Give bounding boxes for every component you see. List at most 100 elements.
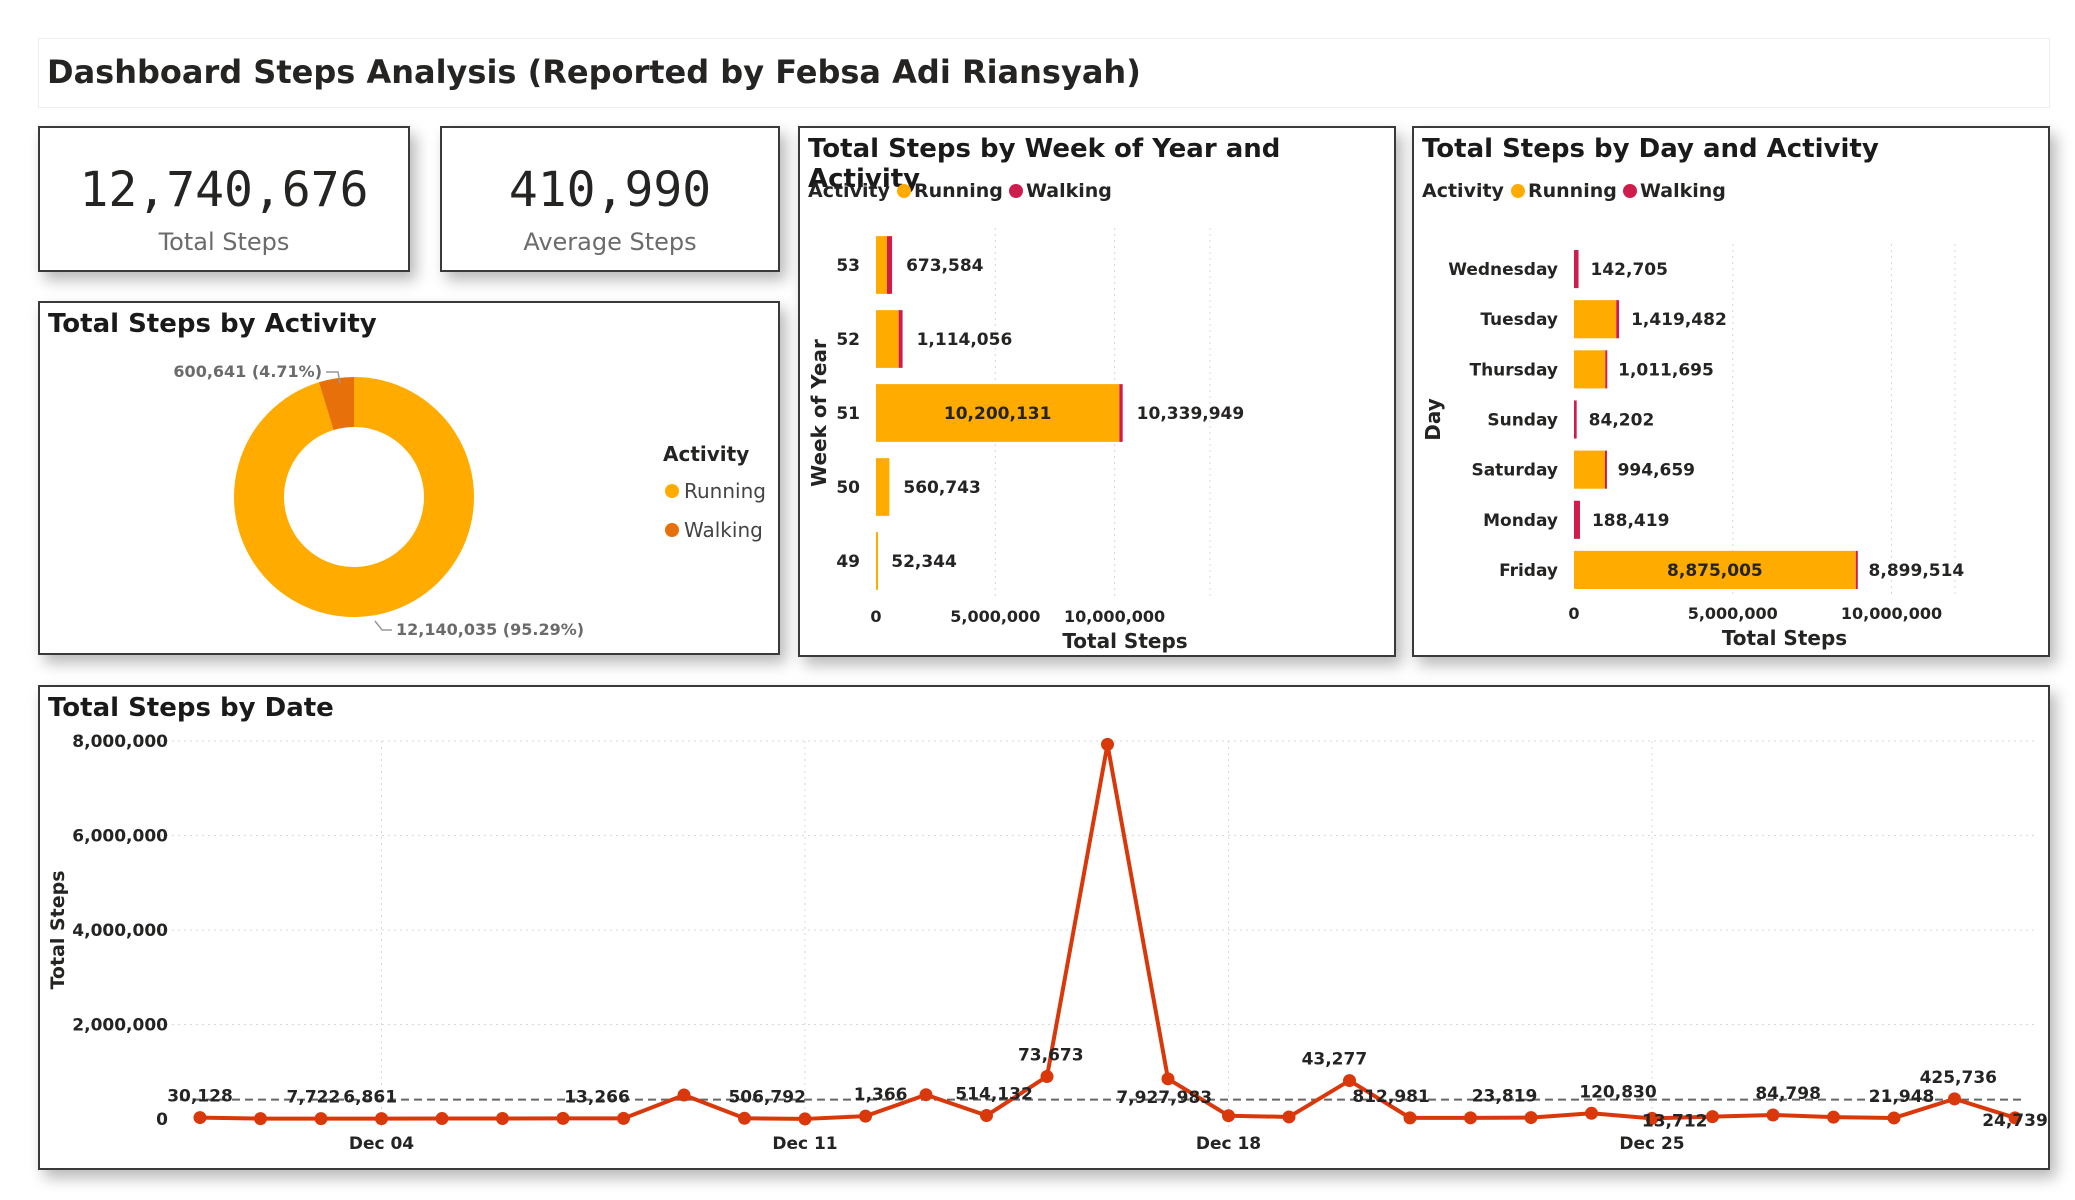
x-tick-label: Dec 11 [772, 1134, 837, 1154]
legend-label-running: Running [684, 479, 766, 503]
line-point [859, 1109, 872, 1123]
y-category-label: Monday [1483, 511, 1558, 531]
point-data-label: 514,132 [955, 1085, 1032, 1105]
kpi-label: Average Steps [523, 228, 697, 256]
bar-total-label: 1,114,056 [917, 330, 1013, 350]
line-point [254, 1112, 267, 1126]
line-point [1645, 1111, 1659, 1125]
y-category-label: Friday [1499, 561, 1558, 581]
x-axis-label: Total Steps [1062, 629, 1187, 653]
bar-total-label: 188,419 [1592, 511, 1669, 531]
kpi-card-total-steps[interactable]: 12,740,676 Total Steps [38, 126, 410, 272]
y-category-label: 53 [836, 256, 860, 276]
bar-running [1574, 350, 1606, 389]
bar-walking [1616, 300, 1620, 339]
legend-marker-running [897, 184, 911, 198]
y-category-label: Wednesday [1448, 260, 1558, 280]
legend-marker-walking [665, 523, 679, 537]
bar-total-label: 10,339,949 [1137, 404, 1245, 424]
bar-running [1574, 450, 1605, 489]
point-data-label: 24,739 [1982, 1111, 2048, 1131]
x-tick-label: Dec 18 [1196, 1134, 1261, 1154]
donut-chart-card[interactable]: Total Steps by Activity 600,641 (4.71%) 1… [38, 301, 780, 655]
bar-walking [898, 310, 903, 368]
line-point [1403, 1111, 1417, 1125]
y-axis-label: Day [1421, 398, 1445, 441]
bar-total-label: 1,419,482 [1631, 310, 1727, 330]
y-category-label: Tuesday [1480, 310, 1558, 330]
kpi-value: 12,740,676 [79, 162, 369, 218]
line-point [314, 1112, 328, 1126]
point-data-label: 7,722 [287, 1088, 341, 1108]
bar-walking [886, 236, 893, 294]
bar-running [876, 384, 1120, 442]
legend-label-running: Running [1528, 180, 1617, 202]
x-tick-label: 5,000,000 [1688, 604, 1778, 623]
chart-title: Total Steps by Activity [48, 309, 377, 339]
kpi-value: 410,990 [508, 162, 712, 218]
kpi-card-average-steps[interactable]: 410,990 Average Steps [440, 126, 780, 272]
line-point [798, 1112, 812, 1126]
day-chart-card[interactable]: Total Steps by Day and Activity Activity… [1412, 126, 2050, 657]
bar-running [876, 532, 878, 590]
donut-leader-running [374, 620, 392, 631]
donut-label-walking: 600,641 (4.71%) [173, 362, 322, 381]
line-point [1948, 1092, 1961, 1106]
x-tick-label: 10,000,000 [1064, 607, 1165, 626]
legend-title: Activity [808, 180, 891, 202]
x-tick-label: 5,000,000 [950, 607, 1040, 626]
donut-slice-walking [318, 377, 354, 431]
date-line-chart-card[interactable]: Total Steps by Date 0 2,000,000 4,000,000 6… [38, 685, 2050, 1170]
line-point [556, 1111, 570, 1125]
bar-total-label: 673,584 [906, 256, 984, 276]
day-bar-chart: Activity Running Walking 0 5,000,000 10,000,0… [1421, 180, 1965, 650]
point-data-label: 84,798 [1755, 1084, 1821, 1104]
point-data-label: 120,830 [1579, 1082, 1657, 1102]
bar-walking [1855, 550, 1858, 589]
line-point [1887, 1111, 1901, 1125]
bar-total-label: 560,743 [903, 478, 980, 498]
bar-walking [1605, 350, 1608, 389]
line-point [435, 1112, 449, 1126]
line-point [1464, 1111, 1477, 1125]
bar-total-label: 52,344 [891, 552, 957, 572]
point-data-label: 6,861 [343, 1088, 397, 1108]
y-category-label: 52 [836, 330, 860, 350]
x-tick-label: 0 [1568, 604, 1579, 623]
bar-total-label: 1,011,695 [1618, 360, 1714, 380]
y-tick-label: 4,000,000 [72, 921, 168, 941]
bar-walking [1574, 250, 1579, 289]
x-tick-label: Dec 04 [349, 1134, 414, 1154]
bar-running [876, 458, 890, 516]
point-data-label: 73,673 [1018, 1045, 1084, 1065]
legend-label-walking: Walking [1640, 180, 1726, 202]
y-category-label: 50 [836, 478, 860, 498]
kpi-label: Total Steps [158, 228, 290, 256]
line-point [1706, 1110, 1719, 1124]
y-axis-label: Week of Year [807, 339, 831, 487]
line-point [1222, 1109, 1235, 1123]
point-data-label: 506,792 [728, 1087, 805, 1107]
week-chart-card[interactable]: Total Steps by Week of Year and Activity… [798, 126, 1396, 657]
point-data-label: 13,712 [1642, 1111, 1708, 1131]
line-point [1766, 1108, 1780, 1122]
legend-marker-walking [1623, 184, 1637, 198]
bar-total-label: 8,899,514 [1869, 561, 1965, 581]
legend-title: Activity [663, 442, 749, 466]
x-axis-label: Total Steps [1722, 626, 1847, 650]
legend-marker-running [1511, 184, 1525, 198]
line-point [1585, 1106, 1598, 1120]
y-category-label: Thursday [1469, 360, 1558, 380]
line-point [980, 1109, 993, 1123]
point-data-label: 30,128 [167, 1087, 233, 1107]
line-point [1101, 737, 1114, 751]
donut-label-running: 12,140,035 (95.29%) [396, 620, 584, 639]
date-line-chart: 0 2,000,000 4,000,000 6,000,000 8,000,000 Dec… [47, 732, 2048, 1154]
legend-marker-walking [1009, 184, 1023, 198]
line-point [375, 1112, 388, 1126]
y-axis-label: Total Steps [47, 870, 69, 989]
page-title: Dashboard Steps Analysis (Reported by Fe… [47, 53, 1141, 91]
bar-inside-label: 8,875,005 [1667, 561, 1763, 581]
legend-label-running: Running [914, 180, 1003, 202]
point-data-label: 13,266 [564, 1087, 630, 1107]
